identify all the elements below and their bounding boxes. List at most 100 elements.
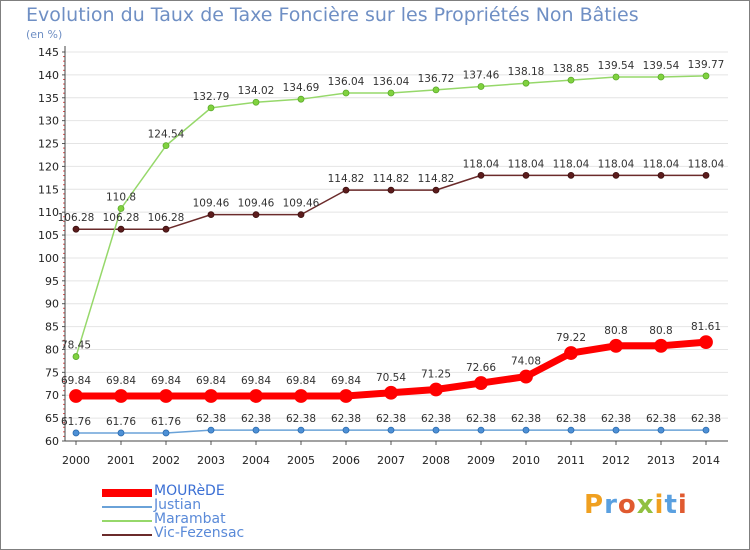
data-point xyxy=(519,369,533,384)
data-label: 62.38 xyxy=(286,413,316,425)
data-label: 62.38 xyxy=(421,413,451,425)
x-tick-label: 2013 xyxy=(647,454,675,467)
y-tick-label: 125 xyxy=(38,138,59,151)
y-tick-label: 85 xyxy=(45,321,59,334)
data-label: 69.84 xyxy=(241,375,271,387)
data-point xyxy=(72,353,80,360)
x-tick-label: 2011 xyxy=(557,454,585,467)
data-label: 71.25 xyxy=(421,369,451,381)
y-tick-label: 65 xyxy=(45,412,59,425)
data-point xyxy=(567,426,575,434)
data-point xyxy=(522,171,530,179)
data-point xyxy=(249,389,263,403)
data-point xyxy=(159,389,173,403)
data-label: 114.82 xyxy=(373,173,410,185)
data-label: 72.66 xyxy=(466,362,496,374)
x-tick-label: 2005 xyxy=(287,454,315,467)
data-point xyxy=(657,426,665,434)
data-point xyxy=(252,426,260,434)
y-tick-label: 145 xyxy=(38,46,59,59)
data-label: 110.8 xyxy=(106,192,136,204)
data-point xyxy=(654,338,668,353)
data-label: 106.28 xyxy=(58,212,95,224)
y-tick-label: 70 xyxy=(45,389,59,402)
data-label: 134.02 xyxy=(238,85,275,97)
data-point xyxy=(117,205,125,212)
data-label: 69.84 xyxy=(286,375,316,387)
data-label: 80.8 xyxy=(649,325,672,337)
data-label: 109.46 xyxy=(193,198,230,210)
data-label: 69.84 xyxy=(196,375,226,387)
data-label: 61.76 xyxy=(151,416,181,428)
y-tick-label: 110 xyxy=(38,206,59,219)
data-point xyxy=(162,142,170,150)
data-point xyxy=(117,429,125,437)
data-label: 118.04 xyxy=(688,158,725,170)
data-point xyxy=(294,389,308,403)
data-label: 118.04 xyxy=(553,158,590,170)
data-label: 78.45 xyxy=(61,340,91,352)
data-label: 139.77 xyxy=(688,59,725,71)
data-point xyxy=(609,338,623,353)
data-point xyxy=(432,86,440,94)
data-label: 106.28 xyxy=(103,212,140,224)
data-point xyxy=(384,385,398,400)
data-point xyxy=(474,376,488,390)
data-label: 62.38 xyxy=(601,413,631,425)
data-label: 137.46 xyxy=(463,70,500,82)
data-label: 62.38 xyxy=(691,413,721,425)
data-point xyxy=(297,95,305,103)
logo-letter: P xyxy=(584,490,605,520)
x-tick-label: 2008 xyxy=(422,454,450,467)
data-point xyxy=(564,346,578,360)
data-label: 70.54 xyxy=(376,372,406,384)
y-tick-label: 135 xyxy=(38,92,59,105)
data-label: 62.38 xyxy=(511,413,541,425)
data-point xyxy=(477,171,485,179)
data-point xyxy=(162,225,170,233)
data-point xyxy=(702,171,710,179)
legend-swatch xyxy=(102,506,152,508)
y-tick-label: 90 xyxy=(45,298,59,311)
data-label: 106.28 xyxy=(148,212,185,224)
data-point xyxy=(72,429,80,437)
data-point xyxy=(657,73,665,81)
logo-letter: x xyxy=(636,490,655,520)
data-point xyxy=(342,186,350,194)
data-label: 139.54 xyxy=(643,60,680,72)
data-point xyxy=(432,186,440,194)
y-tick-label: 100 xyxy=(38,252,59,265)
y-tick-label: 115 xyxy=(38,183,59,196)
data-label: 61.76 xyxy=(61,416,91,428)
data-point xyxy=(162,429,170,437)
data-label: 109.46 xyxy=(238,198,275,210)
x-tick-label: 2012 xyxy=(602,454,630,467)
data-label: 62.38 xyxy=(196,413,226,425)
data-label: 138.18 xyxy=(508,66,545,78)
data-point xyxy=(342,89,350,97)
data-point xyxy=(477,426,485,434)
data-label: 62.38 xyxy=(331,413,361,425)
y-tick-label: 130 xyxy=(38,115,59,128)
data-point xyxy=(342,426,350,434)
data-point xyxy=(477,83,485,90)
data-point xyxy=(297,426,305,434)
data-point xyxy=(252,211,260,219)
logo-letter: t xyxy=(664,490,678,520)
data-label: 62.38 xyxy=(556,413,586,425)
data-point xyxy=(117,225,125,233)
data-label: 69.84 xyxy=(106,375,136,387)
data-label: 62.38 xyxy=(466,413,496,425)
data-label: 118.04 xyxy=(643,158,680,170)
data-label: 132.79 xyxy=(193,91,230,103)
y-tick-label: 80 xyxy=(45,343,59,356)
data-point xyxy=(702,426,710,434)
legend-swatch xyxy=(102,489,152,497)
data-label: 74.08 xyxy=(511,356,541,368)
logo-letter: o xyxy=(617,490,637,520)
y-tick-label: 140 xyxy=(38,69,59,82)
data-point xyxy=(207,104,215,112)
legend-swatch xyxy=(102,534,152,536)
x-tick-label: 2009 xyxy=(467,454,495,467)
data-point xyxy=(522,79,530,87)
